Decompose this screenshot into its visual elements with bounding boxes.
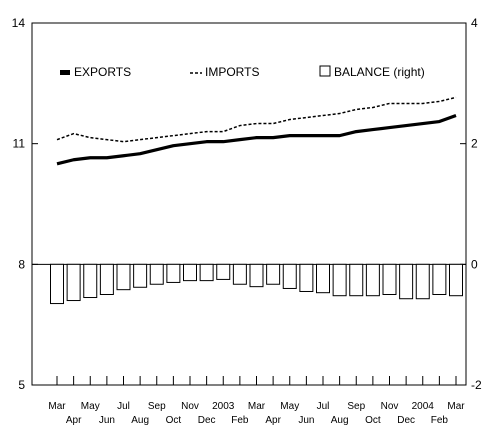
balance-bar bbox=[133, 263, 148, 288]
balance-bar bbox=[332, 263, 347, 297]
legend-imports-label: IMPORTS bbox=[205, 65, 259, 79]
x-tick-label: Apr bbox=[265, 415, 281, 426]
balance-bar bbox=[266, 263, 281, 285]
balance-bar bbox=[415, 263, 430, 300]
x-tick-label: Nov bbox=[381, 401, 399, 412]
balance-bar bbox=[365, 263, 380, 297]
plot-frame bbox=[31, 22, 467, 386]
x-tick-label: May bbox=[280, 401, 299, 412]
x-tick-label: Dec bbox=[198, 415, 216, 426]
legend-balance-swatch bbox=[319, 65, 331, 77]
x-tick-label: Mar bbox=[248, 401, 266, 412]
balance-bar bbox=[399, 263, 414, 300]
x-tick-label: Aug bbox=[331, 415, 349, 426]
x-tick-label: Sep bbox=[148, 401, 166, 412]
balance-bar bbox=[382, 263, 397, 296]
x-tick-label: Feb bbox=[431, 415, 449, 426]
balance-bar bbox=[349, 263, 364, 297]
exports-line bbox=[56, 114, 457, 166]
balance-bar bbox=[449, 263, 463, 297]
x-tick-label: Oct bbox=[365, 415, 381, 426]
imports-line bbox=[56, 96, 457, 143]
right-tick-label: 4 bbox=[471, 16, 478, 30]
balance-bar bbox=[249, 263, 264, 288]
x-tick-label: Jun bbox=[298, 415, 314, 426]
left-axis: 5 8 11 14 bbox=[12, 16, 38, 392]
x-tick-label: Jul bbox=[117, 401, 130, 412]
legend: EXPORTS IMPORTS BALANCE (right) bbox=[60, 65, 425, 79]
x-tick-label: Oct bbox=[166, 415, 182, 426]
x-tick-label: May bbox=[81, 401, 100, 412]
balance-bar bbox=[166, 263, 181, 283]
balance-bar bbox=[282, 263, 297, 289]
x-tick-label: Aug bbox=[131, 415, 149, 426]
balance-bars bbox=[50, 263, 463, 305]
x-axis: MarAprMayJunJulAugSepOctNovDec2003FebMar… bbox=[48, 376, 465, 426]
right-tick-label: -2 bbox=[471, 378, 482, 392]
left-tick-label: 11 bbox=[13, 137, 26, 151]
legend-exports-swatch bbox=[60, 70, 70, 75]
right-tick-label: 2 bbox=[471, 137, 478, 151]
balance-bar bbox=[149, 263, 164, 285]
left-tick-label: 8 bbox=[18, 257, 25, 271]
balance-bar bbox=[216, 263, 231, 280]
x-tick-label: 2003 bbox=[212, 401, 235, 412]
balance-bar bbox=[299, 263, 314, 292]
left-tick-label: 5 bbox=[18, 378, 25, 392]
balance-bar bbox=[232, 263, 247, 285]
x-tick-label: Dec bbox=[397, 415, 415, 426]
balance-bar bbox=[183, 263, 197, 282]
balance-bar bbox=[116, 263, 131, 291]
left-tick-label: 14 bbox=[12, 16, 26, 30]
balance-bar bbox=[66, 263, 81, 302]
x-tick-label: Mar bbox=[48, 401, 66, 412]
right-tick-label: 0 bbox=[471, 257, 478, 271]
x-tick-label: Mar bbox=[447, 401, 465, 412]
x-tick-label: 2004 bbox=[412, 401, 435, 412]
balance-bar bbox=[50, 263, 64, 305]
balance-bar bbox=[199, 263, 214, 282]
balance-bar bbox=[83, 263, 98, 299]
x-tick-label: Jul bbox=[317, 401, 330, 412]
balance-bar bbox=[99, 263, 114, 296]
x-tick-label: Sep bbox=[347, 401, 365, 412]
series-lines bbox=[56, 96, 457, 166]
x-tick-label: Feb bbox=[231, 415, 249, 426]
balance-bar bbox=[316, 263, 330, 294]
legend-balance-label: BALANCE (right) bbox=[334, 65, 425, 79]
balance-bar bbox=[432, 263, 447, 296]
x-tick-label: Nov bbox=[181, 401, 199, 412]
legend-exports-label: EXPORTS bbox=[74, 65, 131, 79]
x-tick-label: Jun bbox=[99, 415, 115, 426]
x-tick-label: Apr bbox=[66, 415, 82, 426]
